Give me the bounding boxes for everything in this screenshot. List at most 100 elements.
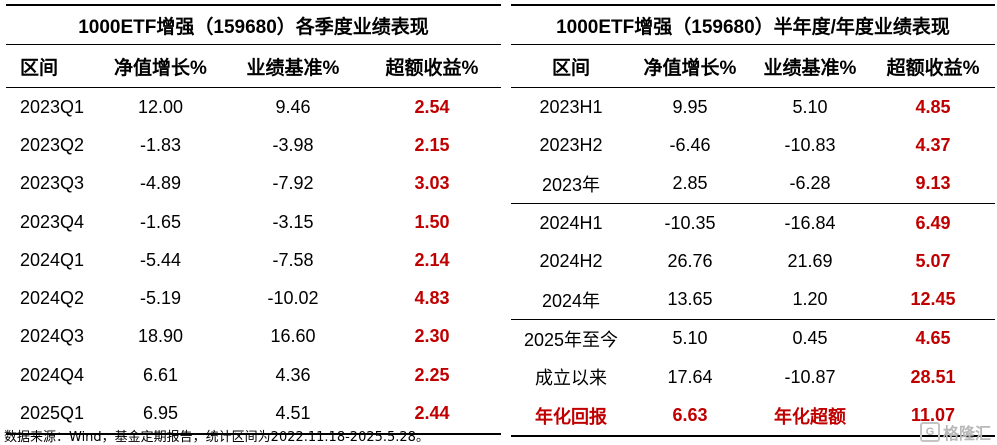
semiannual-annual-performance-table: 1000ETF增强（159680）半年度/年度业绩表现 区间 净值增长% 业绩基…	[511, 4, 996, 437]
nav-growth-cell: -10.35	[631, 202, 749, 243]
benchmark-cell: 5.10	[792, 96, 828, 117]
table-row: 2023H1 9.95 5.10 4.85	[511, 88, 995, 127]
table-row: 2024Q2 -5.19 -10.02 4.83	[6, 279, 501, 317]
period-cell: 成立以来	[535, 368, 607, 389]
data-source-note: 数据来源：Wind，基金定期报告，统计区间为2022.11.18-2025.5.…	[4, 430, 429, 445]
table-row: 2024Q1 -5.44 -7.58 2.14	[6, 241, 501, 279]
col-header-period: 区间	[6, 44, 98, 88]
table-row: 2023Q2 -1.83 -3.98 2.15	[6, 126, 501, 164]
table-row: 成立以来 17.64 -10.87 28.51	[511, 358, 995, 396]
benchmark-cell: 21.69	[787, 250, 833, 271]
excess-return-cell: 3.03	[414, 173, 450, 194]
period-cell: 2024Q4	[20, 364, 85, 385]
table-row: 2024H2 26.76 21.69 5.07	[511, 242, 995, 280]
benchmark-cell: -10.02	[267, 288, 319, 309]
nav-growth-cell: -1.65	[139, 211, 182, 232]
period-cell: 2023Q4	[20, 211, 85, 232]
excess-return-cell: 2.44	[363, 394, 501, 435]
period-cell: 2025年至今	[511, 318, 631, 359]
nav-growth-cell: -6.46	[669, 134, 711, 155]
period-cell: 2023Q3	[20, 173, 85, 194]
benchmark-cell: 4.36	[275, 364, 311, 385]
period-cell: 2024Q1	[20, 249, 85, 270]
nav-growth-cell: 17.64	[667, 366, 713, 387]
nav-growth-cell: 12.00	[137, 96, 184, 117]
nav-growth-cell: -1.83	[139, 134, 182, 155]
nav-growth-cell: 5.10	[631, 318, 749, 359]
excess-return-cell: 4.83	[414, 288, 450, 309]
period-cell: 2024H1	[511, 202, 631, 243]
col-header-excess-return: 超额收益%	[363, 44, 501, 88]
period-cell: 2025Q1	[6, 394, 98, 435]
period-cell: 2023H2	[539, 134, 603, 155]
table-row: 2025Q1 6.95 4.51 2.44	[6, 394, 501, 435]
col-header-excess-return: 超额收益%	[871, 44, 996, 88]
period-cell: 2023Q2	[20, 134, 85, 155]
excess-return-cell: 12.45	[910, 289, 956, 310]
semiannual-table-title: 1000ETF增强（159680）半年度/年度业绩表现	[511, 4, 996, 45]
period-cell: 2023H1	[539, 96, 603, 117]
col-header-nav-growth: 净值增长%	[631, 44, 749, 88]
benchmark-cell: -10.83	[784, 134, 836, 155]
excess-return-cell: 2.25	[414, 364, 450, 385]
nav-growth-cell: -5.44	[139, 249, 182, 270]
table-row: 2024年 13.65 1.20 12.45	[511, 280, 995, 319]
excess-return-cell: 6.49	[871, 202, 996, 243]
excess-return-cell: 9.13	[915, 173, 951, 194]
nav-growth-cell: 6.61	[142, 364, 179, 385]
excess-return-cell: 4.37	[915, 134, 951, 155]
period-cell: 2023Q1	[20, 96, 85, 117]
table-row: 2023Q4 -1.65 -3.15 1.50	[6, 203, 501, 241]
quarterly-table-title: 1000ETF增强（159680）各季度业绩表现	[6, 4, 501, 45]
benchmark-cell: 0.45	[749, 318, 871, 359]
excess-return-cell: 4.85	[915, 96, 951, 117]
table-row: 2024Q4 6.61 4.36 2.25	[6, 356, 501, 394]
excess-return-cell: 28.51	[910, 366, 956, 387]
col-header-benchmark: 业绩基准%	[749, 44, 871, 88]
quarterly-performance-table: 1000ETF增强（159680）各季度业绩表现 区间 净值增长% 业绩基准% …	[6, 4, 501, 435]
period-cell: 2024Q3	[20, 326, 85, 347]
benchmark-cell: -3.15	[272, 211, 314, 232]
benchmark-cell: -3.98	[272, 134, 314, 155]
benchmark-cell: -7.92	[272, 173, 314, 194]
benchmark-cell: 4.51	[223, 394, 363, 435]
excess-return-cell: 4.65	[871, 318, 996, 359]
nav-growth-cell: -5.19	[139, 288, 182, 309]
excess-return-cell: 2.14	[414, 249, 450, 270]
benchmark-cell: 1.20	[792, 289, 828, 310]
annualized-excess-label: 年化超额	[749, 396, 871, 437]
nav-growth-cell: 13.65	[667, 289, 713, 310]
col-header-benchmark: 业绩基准%	[223, 44, 363, 88]
watermark-logo-icon: G	[919, 422, 940, 442]
excess-return-cell: 1.50	[414, 211, 450, 232]
col-header-nav-growth: 净值增长%	[98, 44, 223, 88]
watermark-text: 格隆汇	[942, 426, 991, 443]
nav-growth-cell: 26.76	[667, 250, 713, 271]
nav-growth-cell: -4.89	[139, 173, 182, 194]
table-row: 2023年 2.85 -6.28 9.13	[511, 165, 995, 204]
benchmark-cell: -6.28	[789, 173, 831, 194]
table-row: 2023H2 -6.46 -10.83 4.37	[511, 126, 995, 164]
period-cell: 2024Q2	[20, 288, 85, 309]
nav-growth-cell: 9.95	[672, 96, 708, 117]
benchmark-cell: 16.60	[270, 326, 316, 347]
annualized-excess-value: 11.07	[871, 396, 996, 437]
annualized-return-value: 6.63	[631, 396, 749, 437]
table-row: 2023Q3 -4.89 -7.92 3.03	[6, 165, 501, 203]
period-cell: 2024年	[541, 290, 601, 311]
excess-return-cell: 2.15	[414, 134, 450, 155]
benchmark-cell: -16.84	[749, 202, 871, 243]
excess-return-cell: 2.54	[414, 96, 450, 117]
watermark: G 格隆汇	[919, 420, 991, 444]
annualized-return-label: 年化回报	[511, 396, 631, 437]
benchmark-cell: 9.46	[275, 96, 311, 117]
nav-growth-cell: 6.95	[98, 394, 223, 435]
excess-return-cell: 2.30	[414, 326, 450, 347]
period-cell: 2023年	[541, 174, 601, 195]
annual-summary-row: 年化回报 6.63 年化超额 11.07	[511, 396, 996, 437]
nav-growth-cell: 2.85	[672, 173, 708, 194]
period-cell: 2024H2	[539, 250, 603, 271]
benchmark-cell: -10.87	[784, 366, 836, 387]
table-row: 2025年至今 5.10 0.45 4.65	[511, 318, 996, 359]
benchmark-cell: -7.58	[272, 249, 314, 270]
